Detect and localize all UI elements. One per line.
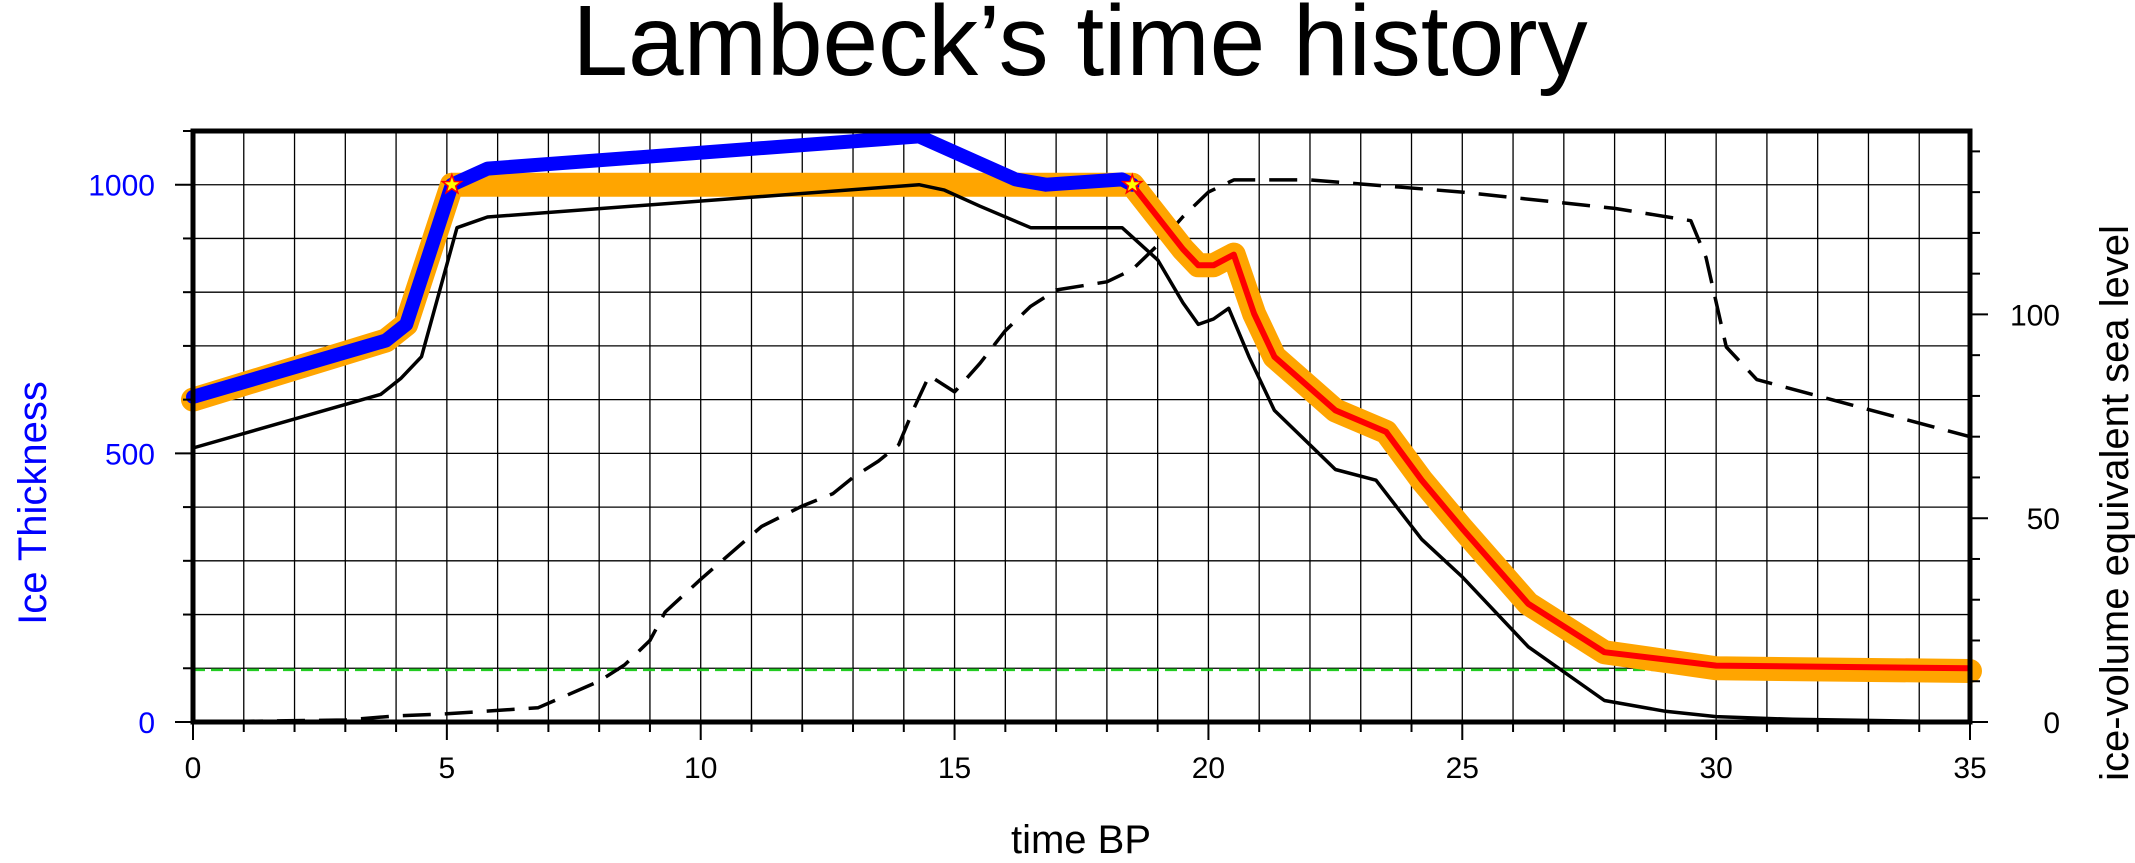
x-tick-label: 30 — [1699, 752, 1732, 785]
x-tick-label: 25 — [1446, 752, 1479, 785]
star-marker — [440, 172, 464, 195]
star-marker — [1120, 172, 1144, 195]
x-tick-label: 0 — [185, 752, 202, 785]
y-right-tick-label: 100 — [2010, 299, 2060, 332]
series-line-orange-band — [181, 172, 1982, 683]
chart-title: Lambeck’s time history — [572, 0, 1587, 97]
series-line-blue — [186, 129, 1140, 404]
y-left-tick-label: 1000 — [88, 170, 155, 203]
x-axis-label: time BP — [1011, 818, 1151, 862]
y-axis-label-left: Ice Thickness — [11, 381, 55, 625]
x-tick-label: 5 — [439, 752, 456, 785]
plot-frame — [190, 128, 1973, 725]
x-tick-label: 10 — [684, 752, 717, 785]
y-left-tick-label: 500 — [105, 438, 155, 471]
x-tick-label: 15 — [938, 752, 971, 785]
y-left-tick-label: 0 — [138, 707, 155, 740]
series-line-red — [1129, 182, 1971, 672]
series-group — [181, 129, 1982, 724]
y-right-tick-label: 50 — [2027, 503, 2060, 536]
y-axis-label-right: ice-volume equivalent sea level — [2093, 225, 2135, 781]
series-line-black-solid — [192, 182, 1971, 724]
x-tick-label: 20 — [1192, 752, 1225, 785]
y-right-tick-label: 0 — [2043, 707, 2060, 740]
x-tick-label: 35 — [1953, 752, 1986, 785]
axes: 0 5 10 15 20 25 30 35 0 500 1000 0 50 100 — [88, 128, 2060, 785]
series-line-black-dashed — [192, 178, 1971, 724]
grid — [192, 130, 1971, 723]
markers — [440, 172, 1144, 195]
